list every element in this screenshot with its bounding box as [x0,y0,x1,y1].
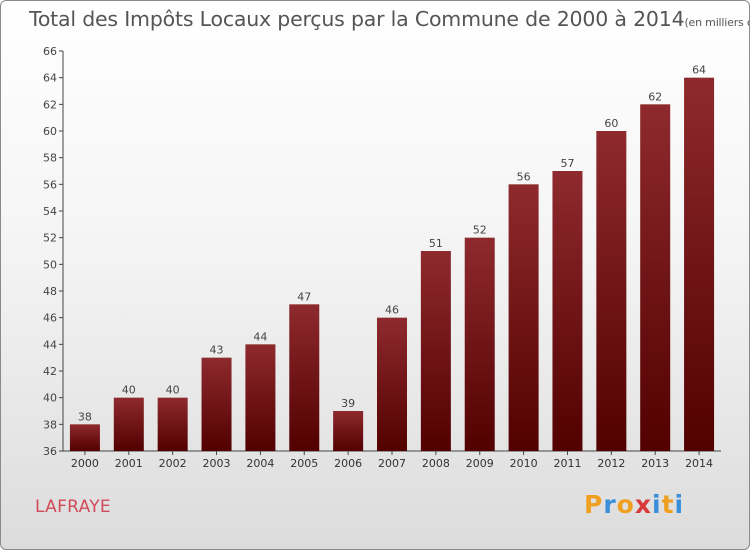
y-tick-label: 66 [43,45,57,58]
y-axis: 36 38 40 42 44 46 48 50 52 54 56 58 60 62 64 66 [43,45,64,458]
x-tick-label: 2001 [115,457,143,470]
x-tick-label: 2004 [246,457,274,470]
value-label-2007: 46 [385,304,399,317]
value-label-2011: 57 [560,157,574,170]
logo-letter: o [616,490,635,519]
value-label-2009: 52 [473,224,487,237]
y-tick-label: 46 [43,312,57,325]
x-tick-label: 2014 [685,457,713,470]
y-tick-label: 42 [43,365,57,378]
y-tick-label: 36 [43,445,57,458]
x-tick-label: 2010 [510,457,538,470]
value-label-2008: 51 [429,237,443,250]
commune-name: LAFRAYE [35,497,111,517]
y-tick-label: 54 [43,205,57,218]
x-tick-label: 2002 [159,457,187,470]
x-tick-label: 2006 [334,457,362,470]
value-label-2002: 40 [166,384,180,397]
bar-2004 [245,344,276,451]
bar-2002 [157,397,188,451]
x-axis: 2000 2001 2002 2003 2004 2005 2006 2007 2008 2009… [63,450,721,470]
logo-letter: t [661,490,675,519]
bar-2010 [508,184,539,452]
value-label-2010: 56 [517,170,531,183]
chart-unit: (en milliers d'€) [684,16,749,29]
y-tick-label: 50 [43,258,57,271]
bar-2006 [333,411,364,451]
bar-2001 [113,397,144,451]
bar-2000 [69,424,100,451]
logo-letter: i [674,490,685,519]
y-tick-label: 62 [43,98,57,111]
x-tick-label: 2008 [422,457,450,470]
value-labels: 38 40 40 43 44 47 39 46 51 52 56 57 60 62 64 [78,64,706,424]
chart-title: Total des Impôts Locaux perçus par la Co… [29,7,749,31]
y-tick-label: 52 [43,232,57,245]
logo-letter: P [584,490,604,519]
value-label-2000: 38 [78,410,92,423]
y-tick-label: 58 [43,152,57,165]
value-label-2004: 44 [253,330,267,343]
x-tick-label: 2009 [466,457,494,470]
logo-letter: i [652,490,662,519]
bar-2005 [289,304,320,451]
bar-2003 [201,357,232,451]
logo-letter: x [634,490,652,519]
value-label-2003: 43 [210,344,224,357]
x-tick-label: 2012 [597,457,625,470]
y-tick-label: 48 [43,285,57,298]
x-tick-label: 2011 [553,457,581,470]
y-tick-label: 60 [43,125,57,138]
logo-letter: r [603,490,617,519]
value-label-2014: 64 [692,64,706,77]
x-tick-label: 2003 [203,457,231,470]
y-tick-label: 44 [43,338,57,351]
bar-2014 [684,77,715,452]
bar-2008 [420,251,451,451]
proxiti-logo[interactable]: Proxiti [584,490,684,519]
x-tick-label: 2013 [641,457,669,470]
bar-2012 [596,131,627,451]
x-tick-label: 2005 [290,457,318,470]
y-tick-label: 40 [43,392,57,405]
y-tick-label: 56 [43,178,57,191]
value-label-2006: 39 [341,397,355,410]
value-label-2001: 40 [122,384,136,397]
bar-2011 [552,171,583,451]
bars [69,77,715,452]
y-tick-label: 38 [43,418,57,431]
bar-2007 [377,317,407,451]
x-tick-label: 2000 [71,457,99,470]
value-label-2012: 60 [604,117,618,130]
y-tick-label: 64 [43,72,57,85]
value-label-2005: 47 [297,290,311,303]
value-label-2013: 62 [648,90,662,103]
bar-2013 [640,104,671,451]
bar-2009 [464,237,495,451]
x-tick-label: 2007 [378,457,406,470]
chart-title-text: Total des Impôts Locaux perçus par la Co… [29,7,685,31]
